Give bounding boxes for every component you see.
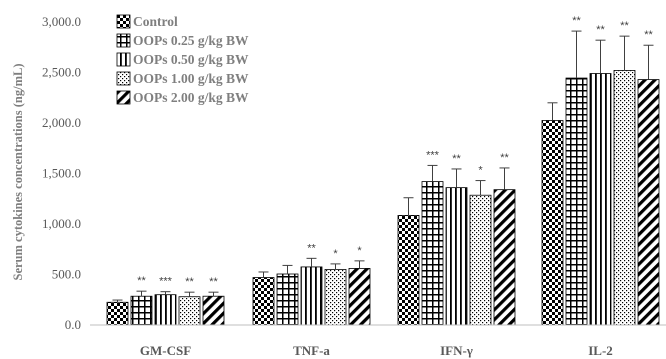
- y-tick-label: 1,500.0: [42, 166, 81, 181]
- legend-swatch: [116, 52, 131, 67]
- bar-tnf-a-series-2: [276, 273, 299, 326]
- significance-label: **: [596, 24, 605, 36]
- significance-label: *: [478, 165, 483, 177]
- legend: Control OOPs 0.25 g/kg BW OOPs 0.50 g/kg B…: [116, 14, 249, 105]
- bar-tnf-a-series-1: [252, 277, 275, 326]
- legend-label: OOPs 1.00 g/kg BW: [133, 71, 249, 86]
- bar-il-2-series-1: [541, 120, 564, 326]
- bar-gm-csf-series-3: [154, 294, 177, 326]
- bar-gm-csf-series-1: [106, 301, 129, 326]
- significance-label: **: [620, 20, 629, 32]
- category-label: TNF-a: [293, 343, 330, 358]
- y-tick-label: 500.0: [52, 267, 81, 282]
- bar-il-2-series-4: [613, 70, 636, 326]
- bar-ifn--series-1: [397, 215, 420, 326]
- x-axis-categories: GM-CSF TNF-a IFN-γ IL-2: [140, 343, 613, 358]
- legend-label: OOPs 0.25 g/kg BW: [133, 33, 249, 48]
- significance-label: ***: [426, 149, 440, 161]
- y-tick-label: 2,000.0: [42, 115, 81, 130]
- category-label: IL-2: [588, 343, 613, 358]
- significance-label: **: [644, 29, 653, 41]
- bar-gm-csf-series-5: [202, 295, 225, 326]
- bar-gm-csf-series-2: [130, 295, 153, 326]
- bar-il-2-series-3: [589, 73, 612, 326]
- bar-tnf-a-series-3: [300, 266, 323, 326]
- significance-label: **: [185, 276, 194, 288]
- significance-label: *: [357, 245, 362, 257]
- legend-label: OOPs 2.00 g/kg BW: [133, 90, 249, 105]
- significance-label: **: [307, 242, 316, 254]
- significance-label: **: [137, 275, 146, 287]
- bar-ifn--series-2: [421, 181, 444, 326]
- legend-swatch: [116, 14, 131, 29]
- legend-swatch: [116, 33, 131, 48]
- bar-il-2-series-5: [637, 79, 660, 326]
- bar-ifn--series-5: [493, 189, 516, 326]
- significance-label: **: [500, 152, 509, 164]
- bar-ifn--series-4: [469, 194, 492, 326]
- bar-gm-csf-series-4: [178, 296, 201, 326]
- legend-label: OOPs 0.50 g/kg BW: [133, 52, 249, 67]
- bar-ifn--series-3: [445, 187, 468, 326]
- legend-label: Control: [133, 14, 178, 29]
- category-label: GM-CSF: [140, 343, 191, 358]
- significance-label: **: [572, 15, 581, 27]
- y-tick-label: 0.0: [65, 317, 81, 332]
- y-tick-label: 2,500.0: [42, 65, 81, 80]
- legend-swatch: [116, 71, 131, 86]
- y-axis-label: Serum cytokines concentrations (ng/mL): [11, 64, 25, 281]
- y-axis-ticks: 0.0 500.0 1,000.0 1,500.0 2,000.0 2,500.0 3,00…: [42, 14, 81, 332]
- bar-il-2-series-2: [565, 77, 588, 326]
- y-tick-label: 1,000.0: [42, 216, 81, 231]
- significance-label: **: [452, 153, 461, 165]
- bars: *****************************: [106, 15, 660, 326]
- significance-label: ***: [159, 276, 173, 288]
- bar-tnf-a-series-5: [348, 268, 371, 326]
- significance-label: **: [209, 276, 218, 288]
- legend-swatch: [116, 90, 131, 105]
- y-tick-label: 3,000.0: [42, 14, 81, 29]
- significance-label: *: [333, 248, 338, 260]
- bar-tnf-a-series-4: [324, 269, 347, 326]
- category-label: IFN-γ: [440, 343, 473, 358]
